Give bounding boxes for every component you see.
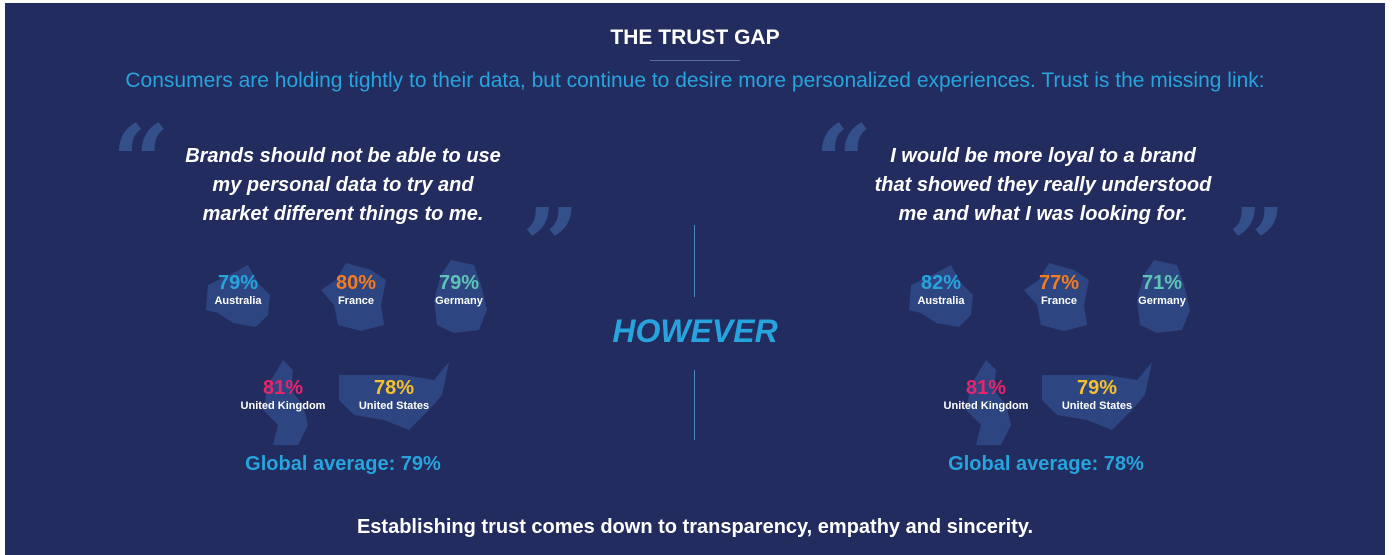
- map-shape: [1137, 260, 1190, 333]
- however-label: HOWEVER: [612, 313, 778, 349]
- united-kingdom-map-icon: [263, 360, 308, 445]
- country-name: France: [337, 295, 375, 307]
- united-kingdom-map-icon: [966, 360, 1011, 445]
- quote-line: Brands should not be able to use: [185, 145, 501, 167]
- open-quote-icon: “: [815, 103, 873, 221]
- quote-line: I would be more loyal to a brand: [890, 145, 1196, 167]
- country-percentage: 77%: [1038, 272, 1080, 294]
- quote-line: market different things to me.: [202, 203, 484, 225]
- quote-line: my personal data to try and: [212, 174, 474, 196]
- country-name: United Kingdom: [240, 400, 326, 412]
- australia-map-icon: [206, 265, 270, 327]
- australia-map-icon: [909, 265, 973, 327]
- france-map-icon: [321, 263, 386, 331]
- map-shape: [1042, 362, 1152, 430]
- country-name: Australia: [214, 295, 262, 307]
- close-quote-icon: ”: [1228, 186, 1286, 304]
- germany-map-icon: [1137, 260, 1190, 333]
- country-percentage: 81%: [262, 377, 304, 399]
- map-shape: [206, 265, 270, 327]
- open-quote-icon: “: [112, 103, 170, 221]
- country-name: France: [1040, 295, 1078, 307]
- country-percentage: 79%: [1076, 377, 1118, 399]
- left-global-average: Global average: 79%: [245, 453, 441, 475]
- right-global-average: Global average: 78%: [948, 453, 1144, 475]
- map-shape: [321, 263, 386, 331]
- footer-statement: Establishing trust comes down to transpa…: [356, 516, 1034, 538]
- united-states-map-icon: [1042, 362, 1152, 430]
- germany-map-icon: [434, 260, 487, 333]
- country-name: Australia: [917, 295, 965, 307]
- divider-bottom: [694, 370, 695, 440]
- country-name: United Kingdom: [943, 400, 1029, 412]
- map-shape: [263, 360, 308, 445]
- country-percentage: 82%: [920, 272, 962, 294]
- country-name: Germany: [435, 295, 483, 307]
- country-percentage: 80%: [335, 272, 377, 294]
- close-quote-icon: ”: [522, 186, 580, 304]
- france-map-icon: [1024, 263, 1089, 331]
- map-shape: [339, 362, 449, 430]
- map-shape: [1024, 263, 1089, 331]
- country-name: United States: [1061, 400, 1133, 412]
- map-shape: [434, 260, 487, 333]
- subtitle: Consumers are holding tightly to their d…: [125, 69, 1265, 92]
- country-percentage: 78%: [373, 377, 415, 399]
- divider-top: [694, 225, 695, 297]
- map-shape: [966, 360, 1011, 445]
- united-states-map-icon: [339, 362, 449, 430]
- quote-line: me and what I was looking for.: [898, 203, 1188, 225]
- country-name: United States: [358, 400, 430, 412]
- page-title: THE TRUST GAP: [610, 26, 780, 49]
- country-name: Germany: [1138, 295, 1186, 307]
- map-shape: [909, 265, 973, 327]
- country-percentage: 81%: [965, 377, 1007, 399]
- title-underline: [650, 60, 740, 61]
- country-percentage: 71%: [1141, 272, 1183, 294]
- quote-line: that showed they really understood: [874, 174, 1212, 196]
- left-quote: Brands should not be able to use my pers…: [185, 142, 501, 229]
- country-percentage: 79%: [217, 272, 259, 294]
- right-quote: I would be more loyal to a brand that sh…: [875, 142, 1212, 229]
- country-percentage: 79%: [438, 272, 480, 294]
